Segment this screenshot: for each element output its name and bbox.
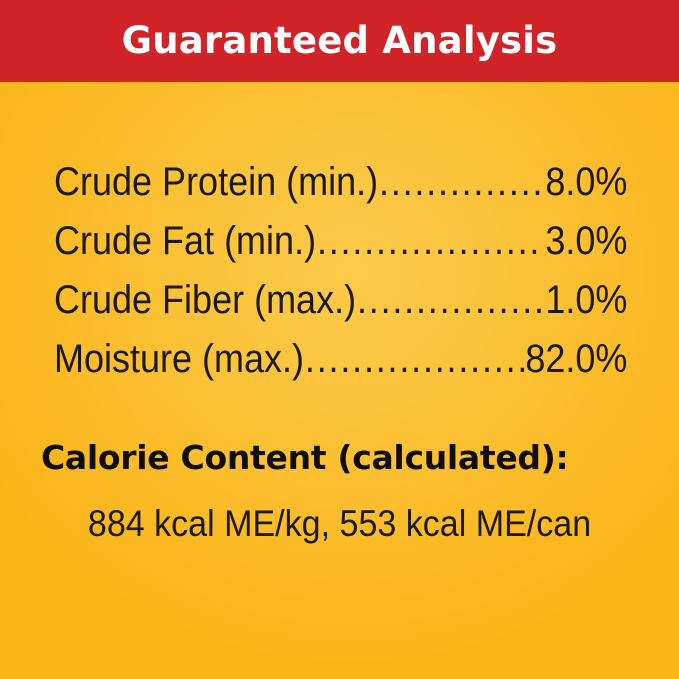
analysis-row: Crude Fat (min.) 3.0%	[54, 212, 627, 271]
dot-leader	[357, 271, 544, 330]
header-banner: Guaranteed Analysis	[0, 0, 679, 82]
analysis-value: 8.0%	[545, 160, 628, 204]
analysis-value: 1.0%	[545, 278, 628, 322]
page-title: Guaranteed Analysis	[121, 18, 558, 62]
analysis-label: Crude Fiber (max.)	[54, 278, 357, 322]
analysis-label: Crude Protein (min.)	[54, 160, 379, 204]
dot-leader	[305, 330, 525, 389]
analysis-value: 82.0%	[525, 337, 628, 381]
calorie-content-value-row: 884 kcal ME/kg, 553 kcal ME/can	[0, 500, 679, 548]
analysis-row: Moisture (max.) 82.0%	[54, 330, 627, 389]
dot-leader	[317, 212, 545, 271]
analysis-label: Moisture (max.)	[54, 337, 305, 381]
calorie-content-heading: Calorie Content (calculated):	[41, 438, 569, 477]
analysis-value: 3.0%	[545, 219, 628, 263]
analysis-label: Crude Fat (min.)	[54, 219, 317, 263]
analysis-row: Crude Fiber (max.) 1.0%	[54, 271, 627, 330]
calorie-content-value: 884 kcal ME/kg, 553 kcal ME/can	[87, 503, 592, 544]
dot-leader	[379, 153, 544, 212]
analysis-list: Crude Protein (min.) 8.0% Crude Fat (min…	[54, 153, 628, 389]
analysis-row: Crude Protein (min.) 8.0%	[54, 153, 627, 212]
